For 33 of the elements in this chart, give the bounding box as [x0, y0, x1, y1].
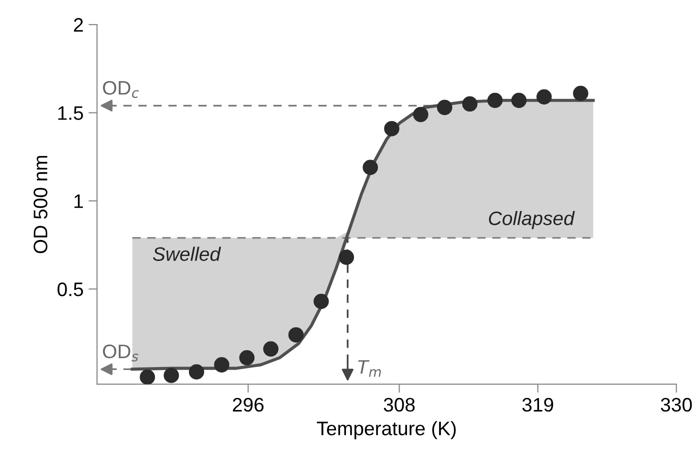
- point: [362, 160, 378, 176]
- y-tick-label: 0.5: [58, 282, 84, 296]
- ref-line-label: T$_{m}$: [358, 360, 381, 377]
- point: [487, 92, 503, 108]
- x-tick-label: 296: [232, 398, 264, 412]
- y-tick-label: 2: [74, 18, 83, 32]
- point: [314, 294, 329, 309]
- y-tick-label: 1: [74, 194, 83, 208]
- x-tick-label: 308: [384, 398, 415, 412]
- point: [188, 364, 204, 380]
- ref-line-label: OD$_{s}$: [102, 344, 138, 362]
- point: [214, 357, 230, 372]
- y-axis-title: OD 500 nm: [34, 156, 48, 254]
- point: [338, 250, 354, 265]
- point: [573, 86, 588, 101]
- y-tick-label: 1.5: [58, 106, 84, 120]
- point: [436, 100, 452, 116]
- annotation: Swelled: [152, 246, 222, 261]
- point: [140, 370, 156, 384]
- point: [462, 96, 478, 112]
- point: [239, 350, 255, 366]
- x-tick-label: 330: [660, 398, 692, 412]
- point: [536, 89, 552, 105]
- x-axis-title: Temperature (K): [316, 421, 456, 440]
- point: [164, 368, 179, 384]
- point: [263, 341, 278, 357]
- annotation: Collapsed: [488, 210, 575, 230]
- point: [288, 327, 304, 342]
- ref-line-label: OD$_{c}$: [102, 80, 139, 98]
- point: [413, 106, 428, 122]
- point: [384, 120, 400, 136]
- x-tick-label: 319: [522, 398, 554, 412]
- point: [511, 92, 527, 108]
